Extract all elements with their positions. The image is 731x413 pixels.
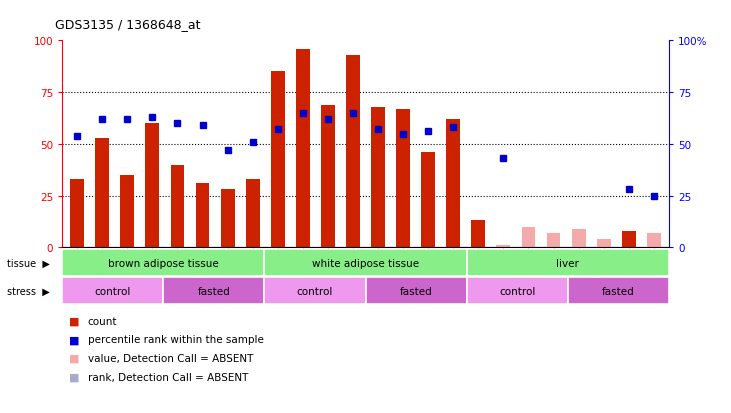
Bar	[246, 180, 260, 248]
Text: GDS3135 / 1368648_at: GDS3135 / 1368648_at	[55, 18, 200, 31]
Bar	[471, 221, 485, 248]
Bar	[466, 278, 568, 304]
Bar	[522, 227, 535, 248]
Bar	[366, 278, 466, 304]
Bar	[95, 138, 109, 248]
Bar	[321, 105, 335, 248]
Bar	[396, 109, 410, 248]
Bar	[62, 250, 265, 277]
Text: control: control	[499, 286, 535, 296]
Bar	[572, 229, 586, 248]
Bar	[622, 231, 636, 248]
Text: value, Detection Call = ABSENT: value, Detection Call = ABSENT	[88, 353, 253, 363]
Text: control: control	[94, 286, 131, 296]
Text: fasted: fasted	[197, 286, 230, 296]
Text: ■: ■	[69, 372, 80, 382]
Bar	[296, 50, 310, 248]
Text: ■: ■	[69, 316, 80, 326]
Bar	[62, 278, 163, 304]
Bar	[466, 250, 669, 277]
Bar	[265, 278, 366, 304]
Bar	[196, 184, 209, 248]
Bar	[568, 278, 669, 304]
Bar	[447, 120, 460, 248]
Bar	[121, 176, 135, 248]
Bar	[496, 246, 510, 248]
Bar	[265, 250, 466, 277]
Bar	[346, 56, 360, 248]
Bar	[271, 72, 284, 248]
Bar	[371, 107, 385, 248]
Text: percentile rank within the sample: percentile rank within the sample	[88, 335, 264, 344]
Text: white adipose tissue: white adipose tissue	[312, 258, 419, 268]
Text: count: count	[88, 316, 117, 326]
Text: tissue  ▶: tissue ▶	[7, 258, 50, 268]
Bar	[221, 190, 235, 248]
Text: ■: ■	[69, 353, 80, 363]
Text: control: control	[297, 286, 333, 296]
Bar	[163, 278, 265, 304]
Text: ■: ■	[69, 335, 80, 344]
Text: liver: liver	[556, 258, 579, 268]
Text: fasted: fasted	[400, 286, 433, 296]
Text: fasted: fasted	[602, 286, 635, 296]
Text: rank, Detection Call = ABSENT: rank, Detection Call = ABSENT	[88, 372, 248, 382]
Bar	[145, 124, 159, 248]
Bar	[647, 233, 661, 248]
Text: brown adipose tissue: brown adipose tissue	[108, 258, 219, 268]
Bar	[70, 180, 84, 248]
Text: stress  ▶: stress ▶	[7, 286, 50, 296]
Bar	[596, 240, 610, 248]
Bar	[170, 165, 184, 248]
Bar	[547, 233, 561, 248]
Bar	[421, 153, 435, 248]
